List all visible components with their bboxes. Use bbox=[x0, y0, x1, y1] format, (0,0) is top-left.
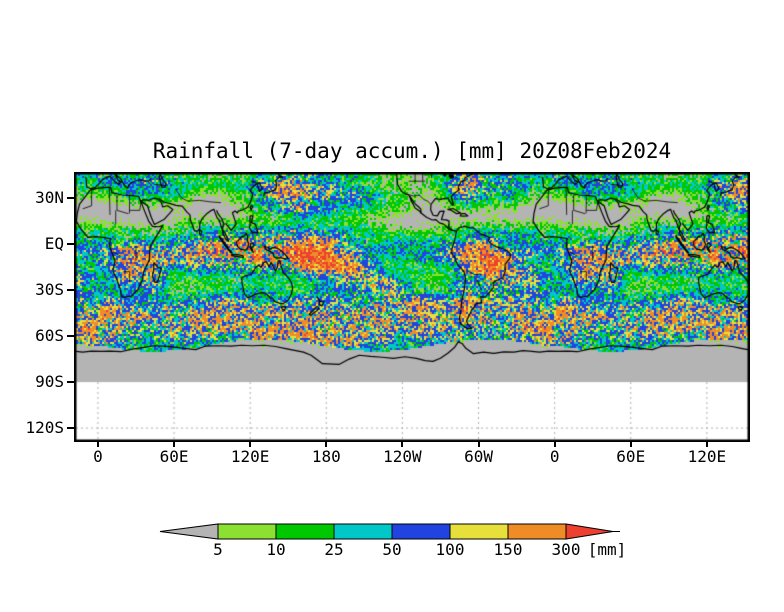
x-tick-mark bbox=[249, 442, 252, 447]
colorbar-segment bbox=[391, 523, 451, 540]
colorbar-unit-label: [mm] bbox=[588, 540, 627, 559]
x-tick-mark bbox=[401, 442, 404, 447]
x-tick-label: 120W bbox=[383, 447, 422, 466]
x-tick-label: 60E bbox=[616, 447, 646, 466]
y-tick-label: 60S bbox=[35, 326, 64, 346]
x-tick-mark bbox=[96, 442, 99, 447]
x-tick-mark bbox=[629, 442, 632, 447]
x-tick-label: 120E bbox=[687, 447, 727, 466]
colorbar-below-min-arrow bbox=[159, 523, 219, 540]
colorbar-tick-label: 25 bbox=[324, 540, 343, 559]
colorbar-segment bbox=[217, 523, 277, 540]
y-tick-label: 120S bbox=[25, 418, 64, 438]
x-tick-label: 0 bbox=[93, 447, 103, 466]
world-rainfall-map bbox=[74, 172, 750, 442]
colorbar-segment bbox=[275, 523, 335, 540]
colorbar-tick-label: 50 bbox=[382, 540, 401, 559]
colorbar-segment bbox=[507, 523, 567, 540]
y-tick-label: EQ bbox=[44, 234, 64, 254]
y-tick-label: 30N bbox=[35, 188, 64, 208]
colorbar-tick-label: 5 bbox=[213, 540, 223, 559]
x-tick-label: 180 bbox=[311, 447, 341, 466]
chart-title: Rainfall (7-day accum.) [mm] 20Z08Feb202… bbox=[152, 139, 672, 163]
colorbar-legend: 5 10 25 50 100 150 300 [mm] bbox=[159, 523, 627, 559]
x-tick-mark bbox=[477, 442, 480, 447]
y-tick-mark bbox=[67, 289, 74, 292]
x-tick-mark bbox=[705, 442, 708, 447]
x-tick-mark bbox=[325, 442, 328, 447]
y-tick-mark bbox=[67, 381, 74, 384]
colorbar-above-max-arrow bbox=[565, 523, 614, 540]
x-tick-label: 120E bbox=[230, 447, 270, 466]
x-tick-label: 60E bbox=[159, 447, 189, 466]
y-tick-mark bbox=[67, 243, 74, 246]
x-tick-label: 60W bbox=[464, 447, 493, 466]
colorbar-tick-label: 150 bbox=[494, 540, 523, 559]
y-tick-mark bbox=[67, 197, 74, 200]
y-tick-label: 30S bbox=[35, 280, 64, 300]
colorbar-tick-label: 10 bbox=[266, 540, 285, 559]
colorbar-tick-label: 300 bbox=[552, 540, 581, 559]
colorbar-segment bbox=[333, 523, 393, 540]
y-tick-mark bbox=[67, 335, 74, 338]
y-tick-mark bbox=[67, 427, 74, 430]
x-tick-mark bbox=[173, 442, 176, 447]
x-tick-label: 0 bbox=[549, 447, 560, 466]
y-tick-label: 90S bbox=[35, 372, 64, 392]
x-tick-mark bbox=[553, 442, 556, 447]
colorbar-tick-label: 100 bbox=[436, 540, 465, 559]
colorbar-segment bbox=[449, 523, 509, 540]
